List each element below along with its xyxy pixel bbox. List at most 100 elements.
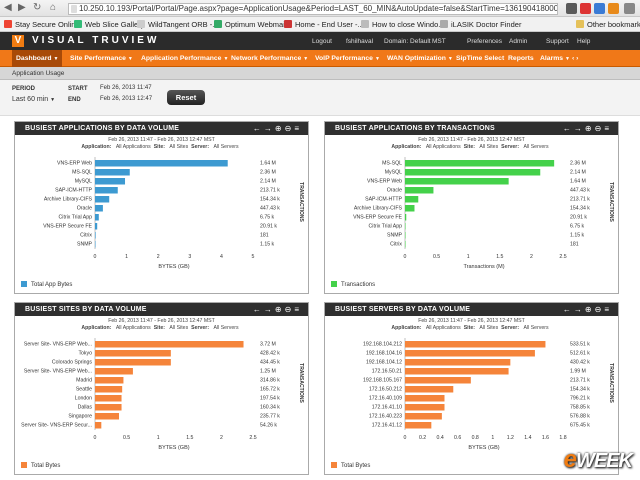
prev-icon[interactable]: ← xyxy=(252,124,264,133)
bookmark-item[interactable]: Stay Secure Online xyxy=(4,19,80,30)
home-icon[interactable]: ⌂ xyxy=(50,2,57,13)
zoom-out-icon[interactable]: ⊖ xyxy=(594,305,605,314)
menu-icon[interactable]: ≡ xyxy=(604,305,612,314)
reload-icon[interactable]: ↻ xyxy=(33,2,42,13)
url-bar[interactable]: 10.250.10.193/Portal/Portal/Page.aspx?pa… xyxy=(68,3,558,15)
bar xyxy=(95,413,120,420)
other-bookmarks[interactable]: Other bookmarks xyxy=(576,19,640,30)
nav-alarms[interactable]: Alarms ▼ xyxy=(540,55,570,62)
bar xyxy=(405,395,445,402)
bookmark-item[interactable]: iLASIK Doctor Finder xyxy=(440,19,521,30)
nav-wan-optimization[interactable]: WAN Optimization ▼ xyxy=(387,55,453,62)
menu-icon[interactable] xyxy=(624,3,635,14)
menu-icon[interactable]: ≡ xyxy=(604,124,612,133)
nav-site-performance[interactable]: Site Performance ▼ xyxy=(70,55,133,62)
nav-application-performance[interactable]: Application Performance ▼ xyxy=(141,55,229,62)
zoom-in-icon[interactable]: ⊕ xyxy=(584,305,595,314)
app-header: V VISUAL TRUVIEW Logout fshilhaval Domai… xyxy=(0,32,640,50)
bar xyxy=(95,214,99,221)
zoom-in-icon[interactable]: ⊕ xyxy=(274,305,285,314)
bar xyxy=(405,404,445,411)
reset-button[interactable]: Reset xyxy=(167,90,205,105)
category-label: 172.16.50.212 xyxy=(369,387,402,393)
bookmark-icon xyxy=(4,20,12,28)
next-icon[interactable]: → xyxy=(573,124,585,133)
panel-sites-by-volume: BUSIEST SITES BY DATA VOLUME ←→⊕⊖≡ Feb 2… xyxy=(14,302,309,475)
zoom-in-icon[interactable]: ⊕ xyxy=(274,124,285,133)
panel-title: BUSIEST APPLICATIONS BY TRANSACTIONS xyxy=(325,122,618,135)
bar xyxy=(95,187,118,194)
eweek-watermark: eWEEK xyxy=(563,446,633,473)
bookmark-icon xyxy=(214,20,222,28)
nav-scroll[interactable]: ‹ › xyxy=(572,55,579,62)
value-label: 314.86 k xyxy=(260,378,280,384)
bar xyxy=(405,169,541,176)
bar xyxy=(405,187,434,194)
prev-icon[interactable]: ← xyxy=(562,124,574,133)
address-toolbar: ◀ ▶ ↻ ⌂ 10.250.10.193/Portal/Portal/Page… xyxy=(0,0,640,17)
prev-icon[interactable]: ← xyxy=(252,305,264,314)
x-tick-label: 0.5 xyxy=(123,435,130,441)
value-label: 758.85 k xyxy=(570,405,590,411)
legend-swatch xyxy=(331,462,337,468)
period-select[interactable]: Last 60 min ▼ xyxy=(12,96,56,103)
chart-legend: Total Bytes xyxy=(331,462,370,469)
bookmark-item[interactable]: Web Slice Gallery xyxy=(74,19,144,30)
zoom-in-icon[interactable]: ⊕ xyxy=(584,124,595,133)
value-label: 54.26 k xyxy=(260,423,277,429)
category-label: SAP-ICM-HTTP xyxy=(55,188,92,194)
value-label: 181 xyxy=(260,233,269,239)
nav-reports[interactable]: Reports xyxy=(508,55,534,62)
x-tick-label: 4 xyxy=(220,254,223,260)
x-tick-label: 0 xyxy=(404,254,407,260)
next-icon[interactable]: → xyxy=(263,305,275,314)
x-tick-label: 0 xyxy=(94,435,97,441)
bar xyxy=(405,368,509,375)
logout-link[interactable]: Logout xyxy=(312,38,332,45)
bar xyxy=(95,359,171,366)
admin-link[interactable]: Admin xyxy=(509,38,528,45)
zoom-out-icon[interactable]: ⊖ xyxy=(284,305,295,314)
prev-icon[interactable]: ← xyxy=(562,305,574,314)
category-label: MySQL xyxy=(385,170,402,176)
category-label: MS-SQL xyxy=(382,161,402,167)
bar xyxy=(95,241,96,248)
nav-siptime-select[interactable]: SipTime Select xyxy=(456,55,505,62)
bookmark-item[interactable]: WildTangent ORB -... xyxy=(137,19,218,30)
bar xyxy=(95,422,102,429)
next-icon[interactable]: → xyxy=(573,305,585,314)
panel-tools: ←→⊕⊖≡ xyxy=(563,303,612,316)
bar-chart: VNS-ERP Web 1.64 M MS-SQL 2.36 M MySQL 2.14 M… xyxy=(43,157,304,270)
extension-icon[interactable] xyxy=(566,3,577,14)
extension-icon[interactable] xyxy=(594,3,605,14)
zoom-out-icon[interactable]: ⊖ xyxy=(594,124,605,133)
bookmark-item[interactable]: How to close Windo... xyxy=(361,19,445,30)
category-label: Archive Library-CIFS xyxy=(44,197,93,203)
forward-icon[interactable]: ▶ xyxy=(18,2,26,13)
panel-title: BUSIEST SITES BY DATA VOLUME xyxy=(15,303,308,316)
next-icon[interactable]: → xyxy=(263,124,275,133)
bookmark-item[interactable]: Home - End User -... xyxy=(284,19,364,30)
nav-voip-performance[interactable]: VoIP Performance ▼ xyxy=(315,55,380,62)
back-icon[interactable]: ◀ xyxy=(4,2,12,13)
menu-icon[interactable]: ≡ xyxy=(294,305,302,314)
chart-legend: Transactions xyxy=(331,281,375,288)
nav-network-performance[interactable]: Network Performance ▼ xyxy=(231,55,309,62)
zoom-out-icon[interactable]: ⊖ xyxy=(284,124,295,133)
category-label: Citrix Trial App xyxy=(369,224,403,230)
menu-icon[interactable]: ≡ xyxy=(294,124,302,133)
nav-dashboard[interactable]: Dashboard ▼ xyxy=(12,50,63,67)
extension-icon[interactable] xyxy=(580,3,591,14)
domain-label[interactable]: Domain: Default xyxy=(384,38,431,45)
bookmark-item[interactable]: Optimum Webmail xyxy=(214,19,287,30)
support-link[interactable]: Support xyxy=(546,38,569,45)
value-label: 447.43 k xyxy=(260,206,280,212)
value-label: 235.77 k xyxy=(260,414,280,420)
bar xyxy=(95,377,124,384)
chevron-down-icon: ▼ xyxy=(565,56,570,62)
help-link[interactable]: Help xyxy=(577,38,591,45)
preferences-link[interactable]: Preferences xyxy=(467,38,503,45)
chevron-down-icon: ▼ xyxy=(374,56,380,62)
bar-chart: Server Site- VNS-ERP Web... 3.72 M Tokyo 42… xyxy=(21,338,304,451)
extension-icon[interactable] xyxy=(608,3,619,14)
